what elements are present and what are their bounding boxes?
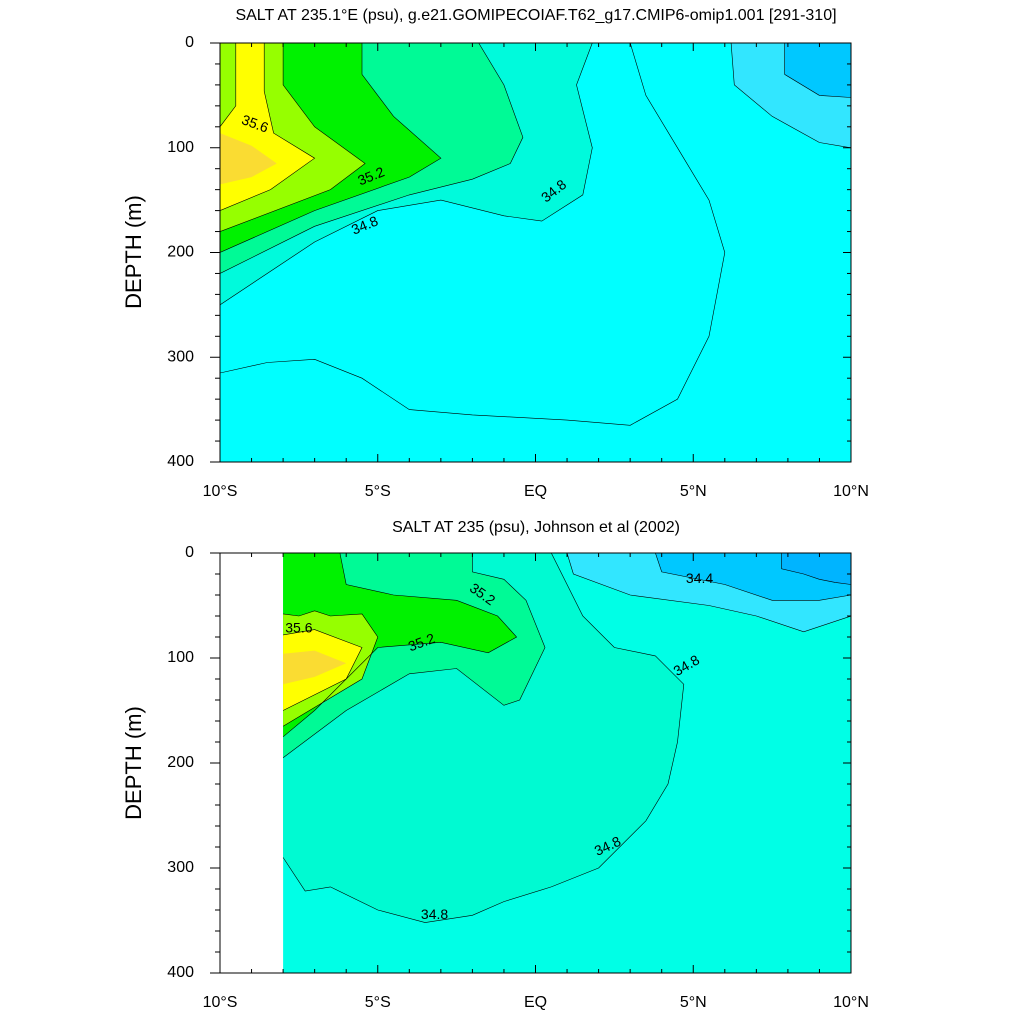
contour-line bbox=[282, 610, 379, 727]
y-tick-label: 200 bbox=[167, 244, 194, 261]
contour-line bbox=[730, 43, 851, 149]
contour-line bbox=[784, 43, 851, 98]
x-tick-label: 10°S bbox=[203, 483, 238, 500]
x-tick-label: 10°N bbox=[833, 994, 869, 1011]
observed-salinity-panel: SALT AT 235 (psu), Johnson et al (2002) … bbox=[121, 519, 869, 1011]
contour-line bbox=[566, 553, 851, 633]
panel-title: SALT AT 235.1°E (psu), g.e21.GOMIPECOIAF… bbox=[235, 7, 836, 24]
x-tick-label: 5°S bbox=[365, 483, 391, 500]
y-tick-label: 100 bbox=[167, 139, 194, 156]
contour-fill-salt-35.2-35.4 bbox=[283, 553, 517, 737]
y-tick-label: 400 bbox=[167, 964, 194, 981]
contour-line bbox=[220, 43, 316, 211]
x-tick-label: 10°S bbox=[203, 994, 238, 1011]
x-tick-label: 5°N bbox=[680, 994, 707, 1011]
contour-line bbox=[220, 43, 366, 232]
x-tick-label: 5°N bbox=[680, 483, 707, 500]
y-tick-label: 0 bbox=[185, 34, 194, 51]
contour-fill-salt-lt-34.2 bbox=[781, 553, 851, 585]
contour-fill-salt-lt-34.4 bbox=[784, 43, 851, 98]
contour-fill-salt-ge-35.8 bbox=[283, 650, 347, 685]
contour-line bbox=[781, 553, 851, 585]
contour-fill-salt-ge-35.8 bbox=[220, 133, 277, 185]
model-salinity-panel: SALT AT 235.1°E (psu), g.e21.GOMIPECOIAF… bbox=[121, 7, 869, 500]
y-tick-label: 200 bbox=[167, 754, 194, 771]
contour-line bbox=[282, 629, 363, 711]
y-axis-label: DEPTH (m) bbox=[121, 195, 146, 309]
contour-label: 34.4 bbox=[686, 570, 713, 586]
y-tick-label: 0 bbox=[185, 544, 194, 561]
x-tick-label: 10°N bbox=[833, 483, 869, 500]
contour-line bbox=[282, 553, 546, 759]
contour-label: 35.6 bbox=[285, 619, 312, 635]
contour-field bbox=[282, 553, 851, 973]
contour-line bbox=[282, 553, 685, 923]
y-tick-label: 300 bbox=[167, 859, 194, 876]
contour-label: 34.8 bbox=[421, 906, 448, 922]
y-axis-label: DEPTH (m) bbox=[121, 706, 146, 820]
contour-line bbox=[220, 43, 524, 274]
contour-line bbox=[220, 43, 237, 127]
contour-line bbox=[220, 43, 442, 253]
x-tick-label: EQ bbox=[524, 994, 547, 1011]
y-tick-label: 100 bbox=[167, 649, 194, 666]
contour-line bbox=[282, 553, 518, 738]
contour-line bbox=[655, 553, 851, 601]
contour-field bbox=[220, 43, 851, 462]
x-tick-label: EQ bbox=[524, 483, 547, 500]
panel-title: SALT AT 235 (psu), Johnson et al (2002) bbox=[392, 519, 680, 536]
y-tick-label: 400 bbox=[167, 453, 194, 470]
contour-line bbox=[220, 43, 593, 306]
contour-line bbox=[220, 43, 726, 426]
x-tick-label: 5°S bbox=[365, 994, 391, 1011]
y-tick-label: 300 bbox=[167, 348, 194, 365]
